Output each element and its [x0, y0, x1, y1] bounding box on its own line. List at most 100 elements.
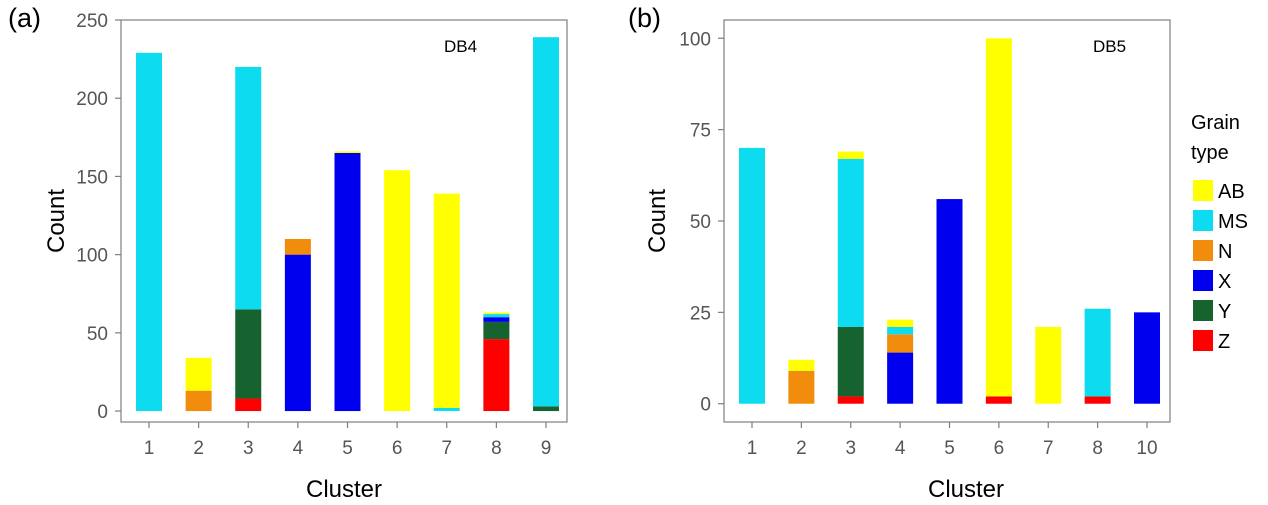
- bar-segment-ab-cluster-6: [985, 38, 1012, 397]
- y-tick-label: 50: [87, 324, 108, 345]
- bar-segment-z-cluster-8: [1084, 396, 1111, 404]
- y-tick-label: 50: [690, 212, 711, 233]
- bar-segment-z-cluster-3: [837, 396, 864, 404]
- bar-segment-y-cluster-8: [483, 321, 510, 340]
- bar-segment-ms-cluster-7: [433, 407, 460, 412]
- x-tick-label: 1: [144, 438, 155, 459]
- legend-label-n: N: [1218, 241, 1232, 263]
- bar-segment-n-cluster-4: [887, 334, 914, 353]
- legend-swatch-x: [1193, 270, 1213, 291]
- y-axis-title-b: Count: [644, 189, 671, 253]
- x-tick-label: 2: [796, 438, 807, 459]
- bar-segment-ms-cluster-1: [739, 147, 765, 404]
- x-tick-label: 1: [747, 438, 758, 459]
- y-tick-label: 0: [700, 395, 711, 416]
- legend-label-y: Y: [1218, 301, 1231, 323]
- panel-label-a: (a): [8, 3, 41, 33]
- x-tick-label: 9: [541, 438, 552, 459]
- bar-segment-n-cluster-4: [284, 238, 311, 255]
- y-tick-label: 100: [679, 29, 711, 50]
- bar-segment-z-cluster-8: [483, 339, 510, 412]
- x-tick-label: 3: [845, 438, 856, 459]
- panel-label-b: (b): [628, 3, 661, 33]
- bar-segment-ab-cluster-2: [788, 359, 815, 371]
- x-ticks-b: 1 2 3 4 5 6 7 8 10: [747, 422, 1158, 459]
- y-ticks-a: 0 50 100 150 200 250: [76, 11, 121, 423]
- x-tick-label: 5: [944, 438, 955, 459]
- annotation-b: DB5: [1093, 37, 1126, 56]
- bar-segment-y-cluster-3: [837, 326, 864, 397]
- y-axis-title-a: Count: [43, 189, 70, 253]
- panel-a: (a) DB4 0 50 100 150 200 250 1 2 3 4 5 6 7 8 9 Cluste…: [8, 3, 568, 503]
- legend-title-line2: type: [1191, 142, 1229, 164]
- bar-segment-ab-cluster-7: [1035, 326, 1062, 404]
- x-tick-label: 6: [994, 438, 1005, 459]
- bar-segment-z-cluster-3: [235, 398, 262, 412]
- bar-segment-z-cluster-6: [985, 396, 1012, 404]
- y-tick-label: 150: [76, 167, 108, 188]
- bar-segment-x-cluster-10: [1134, 312, 1160, 404]
- y-tick-label: 75: [690, 121, 711, 142]
- bar-segment-n-cluster-2: [185, 390, 212, 412]
- legend-swatch-ab: [1193, 180, 1213, 201]
- x-tick-label: 4: [895, 438, 906, 459]
- legend-swatch-z: [1193, 330, 1213, 351]
- bar-segment-x-cluster-8: [483, 317, 510, 322]
- x-axis-title-b: Cluster: [928, 476, 1004, 503]
- x-tick-label: 7: [1043, 438, 1054, 459]
- bar-segment-x-cluster-4: [887, 352, 914, 404]
- legend-swatch-n: [1193, 240, 1213, 261]
- bar-segment-ab-cluster-7: [433, 193, 460, 408]
- x-tick-label: 8: [1092, 438, 1103, 459]
- bar-segment-ab-cluster-5: [334, 151, 361, 153]
- bar-segment-ms-cluster-9: [533, 37, 559, 407]
- bar-segment-x-cluster-4: [284, 254, 311, 412]
- legend-swatch-y: [1193, 300, 1213, 321]
- bar-segment-ab-cluster-2: [185, 357, 212, 391]
- y-tick-label: 200: [76, 89, 108, 110]
- x-tick-label: 7: [441, 438, 452, 459]
- bar-segment-ms-cluster-1: [136, 52, 162, 412]
- legend-title-line1: Grain: [1191, 112, 1240, 134]
- bars-a: [136, 37, 559, 412]
- bar-segment-ab-cluster-3: [837, 151, 864, 159]
- bar-segment-y-cluster-3: [235, 309, 262, 399]
- x-tick-label: 10: [1136, 438, 1157, 459]
- bar-segment-ms-cluster-8: [1084, 308, 1111, 397]
- y-tick-label: 100: [76, 246, 108, 267]
- bar-segment-y-cluster-9: [533, 406, 559, 412]
- y-tick-label: 250: [76, 11, 108, 32]
- bar-segment-ms-cluster-4: [887, 326, 914, 335]
- bar-segment-n-cluster-2: [788, 370, 815, 404]
- x-ticks-a: 1 2 3 4 5 6 7 8 9: [144, 422, 552, 459]
- annotation-a: DB4: [444, 37, 477, 56]
- bar-segment-ms-cluster-3: [235, 66, 262, 310]
- bar-segment-ab-cluster-6: [384, 170, 411, 412]
- y-tick-label: 0: [97, 402, 108, 423]
- legend-swatch-ms: [1193, 210, 1213, 231]
- x-tick-label: 4: [293, 438, 304, 459]
- bars-b: [739, 38, 1160, 404]
- legend-label-ms: MS: [1218, 211, 1248, 233]
- bar-segment-ab-cluster-8: [483, 312, 510, 315]
- bar-segment-ms-cluster-8: [483, 314, 510, 318]
- bar-segment-x-cluster-5: [334, 152, 361, 412]
- x-tick-label: 8: [491, 438, 502, 459]
- legend-label-x: X: [1218, 271, 1231, 293]
- x-tick-label: 2: [193, 438, 204, 459]
- panel-b: (b) DB5 0 25 50 75 100 1 2 3 4 5 6 7 8 10 Cluster Co…: [628, 3, 1171, 503]
- legend-label-ab: AB: [1218, 181, 1245, 203]
- y-ticks-b: 0 25 50 75 100: [679, 29, 724, 416]
- legend-label-z: Z: [1218, 331, 1230, 353]
- bar-segment-x-cluster-5: [936, 199, 963, 404]
- y-tick-label: 25: [690, 303, 711, 324]
- x-tick-label: 5: [342, 438, 353, 459]
- x-tick-label: 3: [243, 438, 254, 459]
- x-axis-title-a: Cluster: [306, 476, 382, 503]
- x-tick-label: 6: [392, 438, 403, 459]
- bar-segment-ab-cluster-4: [887, 319, 914, 327]
- bar-segment-ms-cluster-3: [837, 158, 864, 327]
